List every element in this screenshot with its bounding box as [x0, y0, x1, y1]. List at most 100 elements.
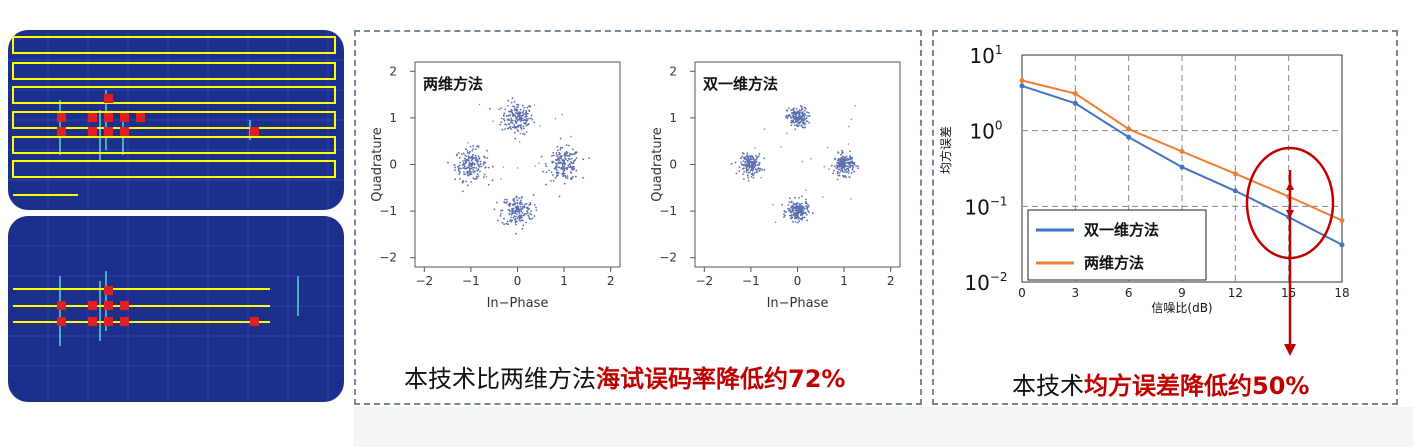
constellation-point	[749, 169, 752, 172]
constellation-point	[459, 161, 461, 164]
series-point-1	[1179, 149, 1185, 155]
constellation-point	[471, 158, 474, 160]
constellation-point	[844, 165, 846, 168]
constellation-point	[466, 152, 469, 154]
symbol-cluster	[447, 145, 494, 193]
plot-frame	[414, 61, 621, 268]
constellation-point	[522, 125, 525, 128]
constellation-point	[508, 213, 511, 216]
constellation-point	[798, 203, 801, 206]
constellation-point	[845, 161, 848, 164]
constellation-point	[515, 195, 518, 198]
constellation-point	[739, 157, 742, 159]
y-tick-exponent: 0	[995, 119, 1003, 133]
constellation-point	[570, 172, 573, 174]
constellation-point	[472, 145, 474, 147]
constellation-point	[483, 173, 486, 176]
constellation-point	[503, 217, 505, 220]
constellation-point	[742, 173, 744, 176]
constellation-point	[519, 132, 522, 135]
constellation-point	[463, 164, 465, 167]
constellation-point	[854, 105, 856, 107]
constellation-point	[830, 164, 833, 167]
constellation-point	[752, 157, 755, 159]
constellation-point	[847, 125, 850, 128]
constellation-point	[803, 118, 806, 120]
constellation-point	[758, 161, 761, 164]
y-tick-label: −2	[379, 251, 397, 265]
constellation-point	[515, 215, 517, 218]
y-axis-label: Quadrature	[650, 127, 665, 201]
constellation-point	[752, 162, 755, 165]
constellation-point	[785, 211, 787, 214]
constellation-point	[750, 175, 753, 178]
x-axis-label: 信噪比(dB)	[1151, 301, 1212, 315]
constellation-point	[462, 152, 465, 155]
constellation-point	[525, 202, 528, 205]
constellation-point	[751, 165, 754, 168]
constellation-point	[570, 135, 572, 138]
constellation-point	[792, 208, 794, 210]
constellation-point	[528, 216, 530, 219]
constellation-point	[507, 208, 510, 211]
constellation-point	[520, 219, 523, 222]
constellation-point	[499, 215, 502, 217]
constellation-point	[748, 163, 751, 166]
constellation-point	[510, 121, 512, 124]
constellation-point	[478, 157, 481, 159]
constellation-point	[851, 164, 854, 167]
constellation-point	[460, 153, 463, 155]
constellation-point	[519, 199, 522, 202]
constellation-point	[834, 157, 836, 160]
sonar-spectrogram-bottom	[8, 216, 344, 402]
constellation-point	[514, 125, 517, 128]
constellation-point	[509, 114, 512, 116]
constellation-point	[475, 167, 478, 169]
constellation-point	[458, 164, 461, 167]
constellation-point	[800, 213, 803, 216]
constellation-point	[520, 124, 523, 127]
constellation-point	[456, 153, 458, 156]
constellation-point	[512, 119, 514, 122]
constellation-point	[774, 221, 777, 224]
constellation-point	[842, 160, 844, 163]
constellation-point	[554, 167, 557, 169]
mse-vs-snr-chart: 0 3 6 9 12 15 1810110010−110−2均方误差信噪比(dB)双一维方法…	[940, 43, 1350, 315]
y-tick-label: 10−1	[964, 194, 1007, 219]
constellation-point	[795, 118, 798, 121]
improvement-annotation	[1245, 146, 1335, 356]
y-tick-label: 1	[669, 111, 677, 125]
constellation-point	[743, 178, 745, 180]
constellation-point	[517, 112, 520, 114]
constellation-point	[509, 202, 512, 205]
constellation-point	[478, 165, 481, 168]
constellation-point	[471, 164, 473, 167]
constellation-point	[499, 123, 502, 126]
constellation-point	[545, 165, 548, 167]
constellation-point	[509, 126, 512, 129]
constellation-point	[511, 112, 514, 115]
constellation-point	[756, 164, 759, 166]
constellation-point	[550, 171, 553, 174]
constellation-point	[804, 126, 806, 129]
constellation-point	[530, 210, 532, 213]
constellation-point	[466, 150, 469, 152]
constellation-point	[793, 212, 796, 215]
constellation-point	[514, 119, 517, 122]
constellation-point	[517, 105, 520, 108]
constellation-point	[798, 220, 801, 223]
constellation-point	[803, 207, 806, 210]
constellation-point	[560, 157, 563, 160]
constellation-point	[788, 214, 791, 217]
constellation-point	[522, 109, 525, 112]
constellation-point	[800, 125, 803, 127]
constellation-point	[564, 152, 567, 155]
constellation-point	[781, 203, 783, 206]
constellation-point	[503, 119, 506, 122]
y-tick-exponent: −1	[990, 194, 1008, 208]
constellation-point	[461, 164, 464, 166]
constellation-point	[533, 215, 536, 217]
constellation-point	[526, 112, 529, 115]
constellation-point	[506, 198, 508, 201]
constellation-point	[513, 215, 516, 218]
